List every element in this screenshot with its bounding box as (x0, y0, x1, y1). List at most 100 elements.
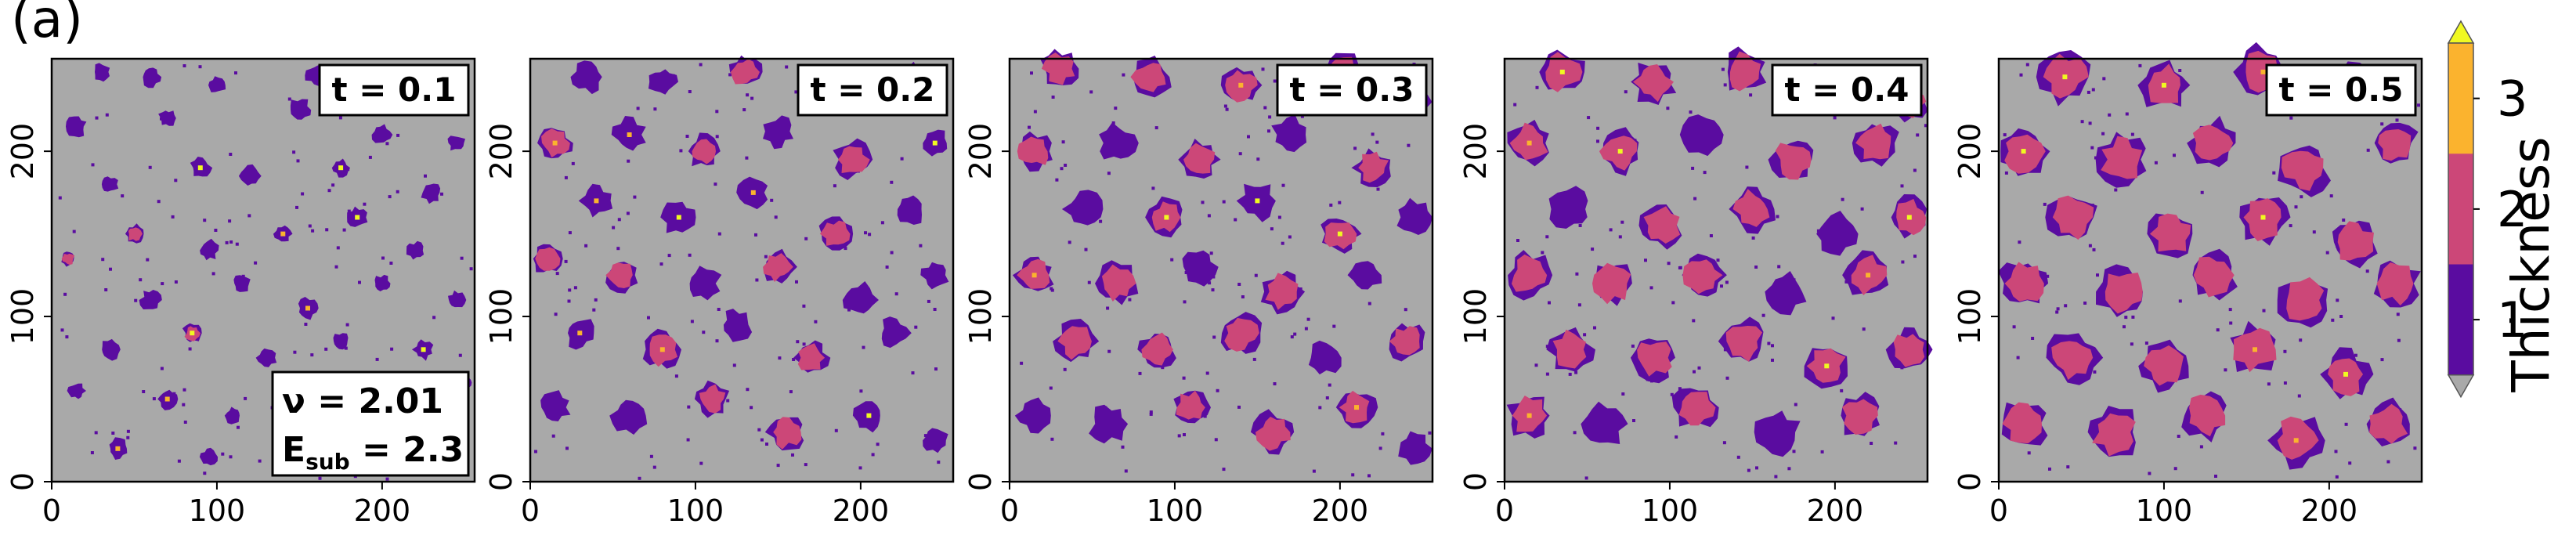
adatom-speck (1833, 116, 1837, 120)
adatom-speck (1841, 197, 1844, 201)
island-layer-3 (2260, 69, 2266, 74)
adatom-speck (1203, 414, 1207, 418)
adatom-speck (198, 65, 202, 69)
adatom-speck (750, 406, 753, 410)
island-layer-2 (1512, 254, 1548, 292)
adatom-speck (2299, 338, 2303, 342)
adatom-speck (688, 253, 692, 257)
adatom-speck (177, 459, 181, 463)
adatom-speck (933, 308, 937, 311)
adatom-speck (534, 450, 537, 453)
adatom-speck (1252, 357, 1256, 361)
adatom-speck (2342, 219, 2346, 222)
adatom-speck (1268, 115, 1272, 119)
island-layer-1 (1014, 397, 1051, 434)
adatom-speck (1367, 302, 1371, 305)
island-layer-2 (1358, 151, 1389, 183)
island-layer-2 (61, 253, 75, 266)
island-layer-1 (371, 124, 393, 143)
adatom-speck (1033, 110, 1037, 114)
island-layer-2 (2105, 273, 2143, 314)
adatom-speck (1351, 473, 1355, 477)
adatom-speck (2088, 244, 2092, 248)
island-layer-2 (797, 343, 826, 370)
adatom-speck (1774, 475, 1778, 479)
adatom-speck (554, 313, 558, 316)
adatom-speck (2200, 190, 2204, 194)
adatom-speck (2102, 77, 2106, 81)
adatom-speck (2348, 461, 2352, 465)
adatom-speck (60, 328, 64, 332)
adatom-speck (1214, 438, 1218, 442)
adatom-speck (1183, 300, 1187, 304)
island-layer-1 (1308, 340, 1342, 375)
adatom-speck (795, 280, 798, 284)
adatom-speck (2366, 148, 2370, 152)
adatom-speck (2272, 171, 2276, 175)
adatom-speck (182, 64, 186, 67)
y-tick-label: 200 (963, 123, 998, 180)
adatom-speck (2339, 315, 2343, 318)
adatom-speck (2224, 368, 2227, 372)
island-layer-1 (200, 238, 219, 261)
adatom-speck (1574, 370, 1578, 374)
adatom-speck (1870, 442, 1873, 445)
adatom-speck (1596, 126, 1600, 130)
adatom-speck (1205, 371, 1209, 375)
island-layer-1 (842, 281, 879, 314)
x-tick-label: 100 (2136, 493, 2193, 528)
adatom-speck (1107, 349, 1111, 353)
adatom-speck (2294, 205, 2298, 209)
esub-annotation: Esub = 2.3 (282, 430, 464, 475)
island-layer-1 (897, 195, 922, 225)
colorbar-extend-min (2447, 374, 2475, 399)
adatom-speck (2055, 310, 2059, 314)
adatom-speck (1238, 152, 1242, 156)
adatom-speck (424, 174, 427, 178)
y-tick-label: 200 (1458, 123, 1493, 180)
adatom-speck (804, 237, 808, 240)
island-layer-2 (2149, 213, 2191, 252)
adatom-speck (1211, 288, 1215, 292)
adatom-speck (324, 347, 328, 351)
adatom-speck (1312, 469, 1316, 473)
adatom-speck (2066, 465, 2070, 469)
adatom-speck (2289, 116, 2293, 120)
adatom-speck (1149, 412, 1153, 416)
adatom-speck (183, 421, 187, 424)
adatom-speck (1237, 405, 1241, 409)
adatom-speck (109, 267, 112, 271)
island-layer-1 (852, 401, 880, 433)
x-tick-label: 200 (833, 493, 890, 528)
island-layer-2 (1183, 143, 1216, 174)
adatom-speck (334, 265, 338, 269)
island-layer-1 (374, 274, 391, 291)
island-layer-1 (689, 266, 722, 301)
adatom-speck (95, 116, 99, 120)
island-layer-1 (881, 316, 912, 349)
island-layer-2 (819, 220, 851, 246)
x-tick-label: 100 (667, 493, 724, 528)
x-tick-label: 0 (1989, 493, 2008, 528)
adatom-speck (862, 345, 865, 349)
island-layer-3 (1617, 149, 1623, 154)
adatom-speck (2397, 338, 2401, 342)
adatom-speck (2312, 230, 2316, 234)
adatom-speck (1703, 171, 1707, 175)
adatom-speck (2336, 298, 2339, 302)
adatom-speck (1631, 344, 1635, 348)
adatom-speck (1716, 258, 1720, 262)
adatom-speck (633, 195, 637, 199)
island-layer-3 (164, 396, 170, 402)
y-tick-label: 100 (1458, 288, 1493, 345)
adatom-speck (1325, 396, 1329, 399)
island-layer-1 (238, 164, 262, 186)
adatom-speck (244, 396, 247, 400)
adatom-speck (111, 432, 115, 435)
island-layer-2 (692, 139, 716, 164)
adatom-speck (1722, 441, 1726, 445)
island-layer-2 (2193, 256, 2235, 298)
time-label: t = 0.1 (332, 70, 457, 109)
adatom-speck (1338, 201, 1342, 204)
adatom-speck (617, 218, 621, 222)
